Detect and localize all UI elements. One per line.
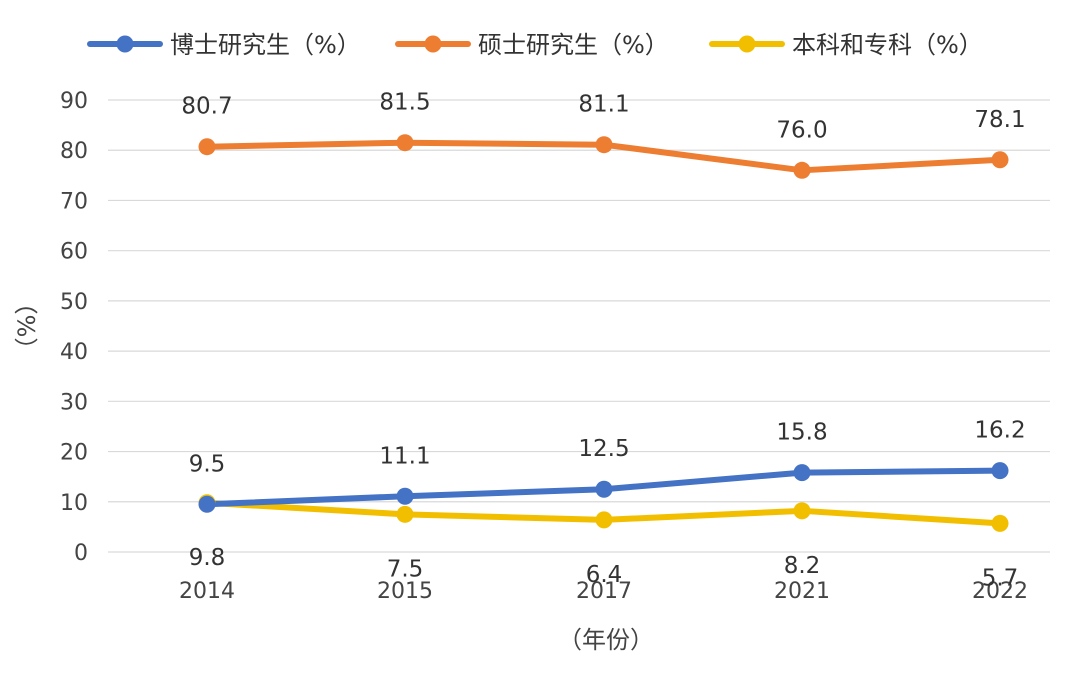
data-point: [198, 138, 216, 156]
data-point: [595, 480, 613, 498]
legend-marker: [424, 35, 442, 53]
x-tick-label: 2017: [576, 579, 632, 604]
data-label: 5.7: [982, 565, 1019, 591]
data-label: 16.2: [974, 418, 1025, 444]
x-axis-title: （年份）: [558, 626, 654, 654]
y-axis-title: （%）: [13, 291, 41, 362]
data-label: 81.5: [379, 90, 430, 116]
data-label: 9.8: [189, 545, 226, 571]
y-tick-label: 30: [60, 390, 88, 415]
legend-label: 硕士研究生（%）: [478, 31, 669, 59]
legend-marker: [116, 35, 134, 53]
series-points: [198, 134, 1009, 532]
data-point: [991, 514, 1009, 532]
x-tick-label: 2022: [972, 579, 1028, 604]
data-point: [793, 502, 811, 520]
legend-marker: [738, 35, 756, 53]
data-point: [991, 462, 1009, 480]
data-point: [793, 464, 811, 482]
data-label: 6.4: [586, 562, 623, 588]
data-point: [396, 487, 414, 505]
y-tick-label: 40: [60, 340, 88, 365]
data-label: 8.2: [784, 553, 821, 579]
data-label: 76.0: [776, 117, 827, 143]
y-tick-label: 90: [60, 89, 88, 114]
data-point: [991, 151, 1009, 169]
x-tick-label: 2015: [377, 579, 433, 604]
data-point: [396, 505, 414, 523]
data-label: 81.1: [578, 92, 629, 118]
data-label: 11.1: [379, 443, 430, 469]
y-axis-ticks: 0 10 20 30 40 50 60 70 80 90: [60, 89, 88, 566]
data-point: [198, 495, 216, 513]
data-point: [595, 136, 613, 154]
data-label: 12.5: [578, 436, 629, 462]
x-tick-label: 2021: [774, 579, 830, 604]
data-label: 7.5: [387, 556, 424, 582]
data-point: [595, 511, 613, 529]
y-tick-label: 50: [60, 290, 88, 315]
data-point: [396, 134, 414, 152]
data-point: [793, 161, 811, 179]
legend: 博士研究生（%） 硕士研究生（%） 本科和专科（%）: [87, 31, 983, 59]
y-tick-label: 80: [60, 139, 88, 164]
gridlines: [108, 99, 1050, 553]
series-lines: [204, 139, 1003, 527]
x-tick-label: 2014: [179, 579, 235, 604]
y-tick-label: 20: [60, 441, 88, 466]
x-axis-ticks: 2014 2015 2017 2021 2022: [179, 579, 1028, 604]
legend-label: 博士研究生（%）: [170, 31, 361, 59]
data-labels: 9.5 11.1 12.5 15.8 16.2 80.7 81.5 81.1 76.0 78.1 9…: [181, 90, 1025, 592]
legend-label: 本科和专科（%）: [792, 31, 983, 59]
y-tick-label: 60: [60, 240, 88, 265]
y-tick-label: 10: [60, 491, 88, 516]
data-label: 80.7: [181, 94, 232, 120]
y-tick-label: 70: [60, 189, 88, 214]
y-tick-label: 0: [74, 541, 88, 566]
data-label: 78.1: [974, 107, 1025, 133]
data-label: 9.5: [189, 451, 226, 477]
data-label: 15.8: [776, 420, 827, 446]
